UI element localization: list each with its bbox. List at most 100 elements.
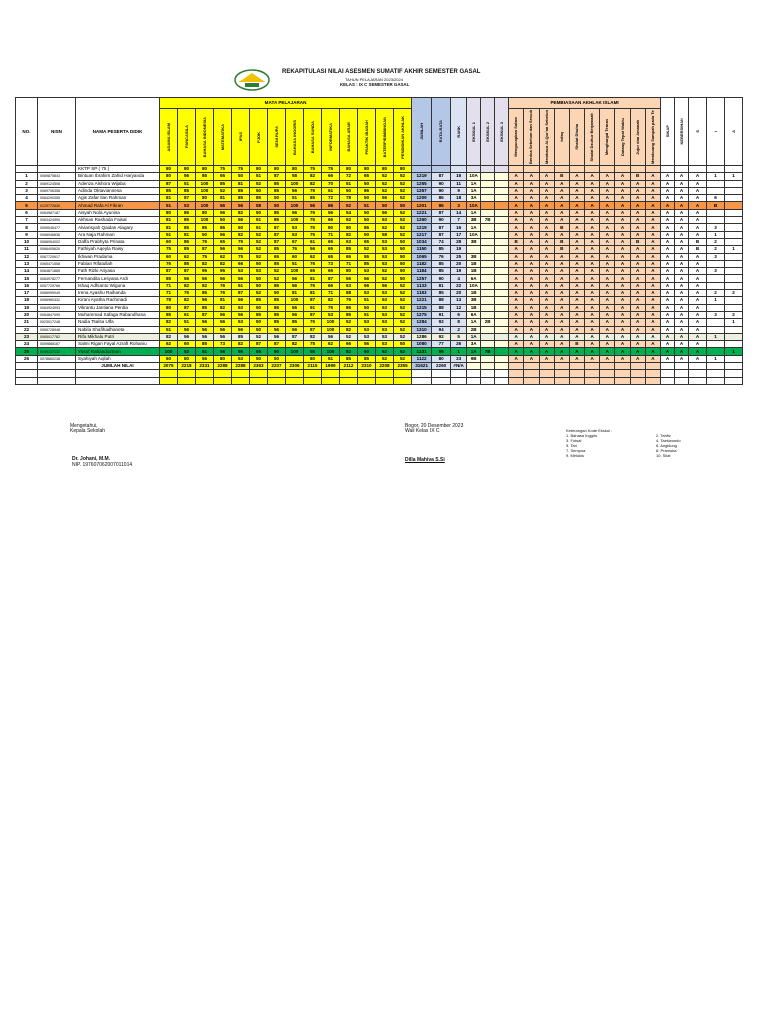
extra [724,281,744,291]
cell [267,369,286,378]
average: 92 [431,332,452,342]
extra: A [660,216,676,225]
extra: 1 [706,230,726,239]
score: 50 [249,318,268,327]
akhlak: A [538,172,555,181]
average: 81 [431,281,452,291]
score: 52 [392,208,413,218]
score: 56 [195,318,214,327]
col-header: NISN [37,97,76,166]
cell [480,164,496,174]
score: 82 [303,179,322,188]
average: 76 [431,252,452,261]
cell [177,376,196,385]
cell [724,164,744,174]
extra [724,201,744,210]
akhlak: A [538,179,555,188]
cell [660,361,676,371]
teacher-name: Dilla Mahiva S.Si [405,457,445,463]
student-row: 10 0068954002 Daffa Prabhyta Prinata 60 86 76… [15,237,744,247]
extra: A [688,354,708,364]
score: 56 [177,332,196,342]
row-no: 14 [15,267,38,276]
score: 52 [392,179,413,188]
score: 82 [321,296,340,305]
akhlak: A [538,216,555,225]
student-row: 14 0064871885 Fath Rizki Ariyasa 87 87 95 95 53… [15,267,744,276]
score: 85 [159,186,178,196]
akhlak: A [614,179,631,188]
row-no: 15 [15,274,38,283]
score: 85 [285,318,304,327]
group-header: PEMBIASAAN AKHLAK ISLAMI [508,97,662,109]
col-header-text: S [694,130,700,133]
student-row: 21 0023017248 Nadia Tsalsa Ulfa 82 51 56 56 53 5… [15,318,744,327]
score: 50 [392,340,413,349]
score: 60 [159,237,178,247]
akhlak: A [599,340,616,349]
score: 56 [231,310,250,320]
cell [599,164,616,174]
score: 52 [249,252,268,261]
score: 53 [285,223,304,232]
rank: 4 [450,274,468,283]
extra: A [688,303,708,312]
score: 73 [321,259,340,269]
cell [674,376,690,385]
ekskul: 1A [466,208,482,218]
score: 87 [177,267,196,276]
student-name: Adinda Oktaviannesa [75,186,160,196]
akhlak: A [508,201,525,210]
score: 53 [357,318,376,327]
col-header-text: EKSKUL 1 [470,121,476,142]
akhlak: A [629,303,646,312]
score: 50 [392,245,413,254]
extra: A [660,340,676,349]
score: 85 [177,245,196,254]
total: 1284 [411,318,433,327]
score: 85 [195,340,214,349]
extra: A [660,281,676,291]
score: 50 [213,216,232,225]
kktp-value: 75 [231,164,250,174]
score: 85 [159,310,178,320]
akhlak: A [629,194,646,203]
cell [553,361,570,371]
akhlak: A [599,201,616,210]
score: 71 [321,289,340,298]
akhlak-header-text: Jujur dan Amanah [634,119,640,155]
akhlak: B [508,237,525,247]
akhlak: A [644,252,662,261]
subject-header-text: MATEMATIKA [219,123,225,151]
akhlak: A [644,303,662,312]
extra: A [660,354,676,364]
extra: A [660,194,676,203]
akhlak: A [584,296,601,305]
score: 100 [285,201,304,210]
akhlak: A [644,325,662,334]
cell [480,361,496,371]
cell [195,376,214,385]
score: 82 [231,340,250,349]
score: 75 [303,340,322,349]
akhlak: A [538,347,555,356]
akhlak: A [584,208,601,218]
cell [523,376,540,385]
score: 76 [339,296,358,305]
akhlak: A [599,172,616,181]
cell [392,369,413,378]
ekskul: 2B [466,325,482,334]
cell [285,369,304,378]
rank: 20 [450,289,468,298]
score: 100 [285,267,304,276]
subject-header: MATEMATIKA [213,108,232,166]
score: 82 [177,281,196,291]
akhlak: A [584,303,601,312]
col-header: EKSKUL 1 [466,97,482,166]
cell [321,369,340,378]
extra: A [660,186,676,196]
score: 50 [249,303,268,312]
score: 81 [159,223,178,232]
akhlak: A [568,216,586,225]
total: 1275 [411,310,433,320]
